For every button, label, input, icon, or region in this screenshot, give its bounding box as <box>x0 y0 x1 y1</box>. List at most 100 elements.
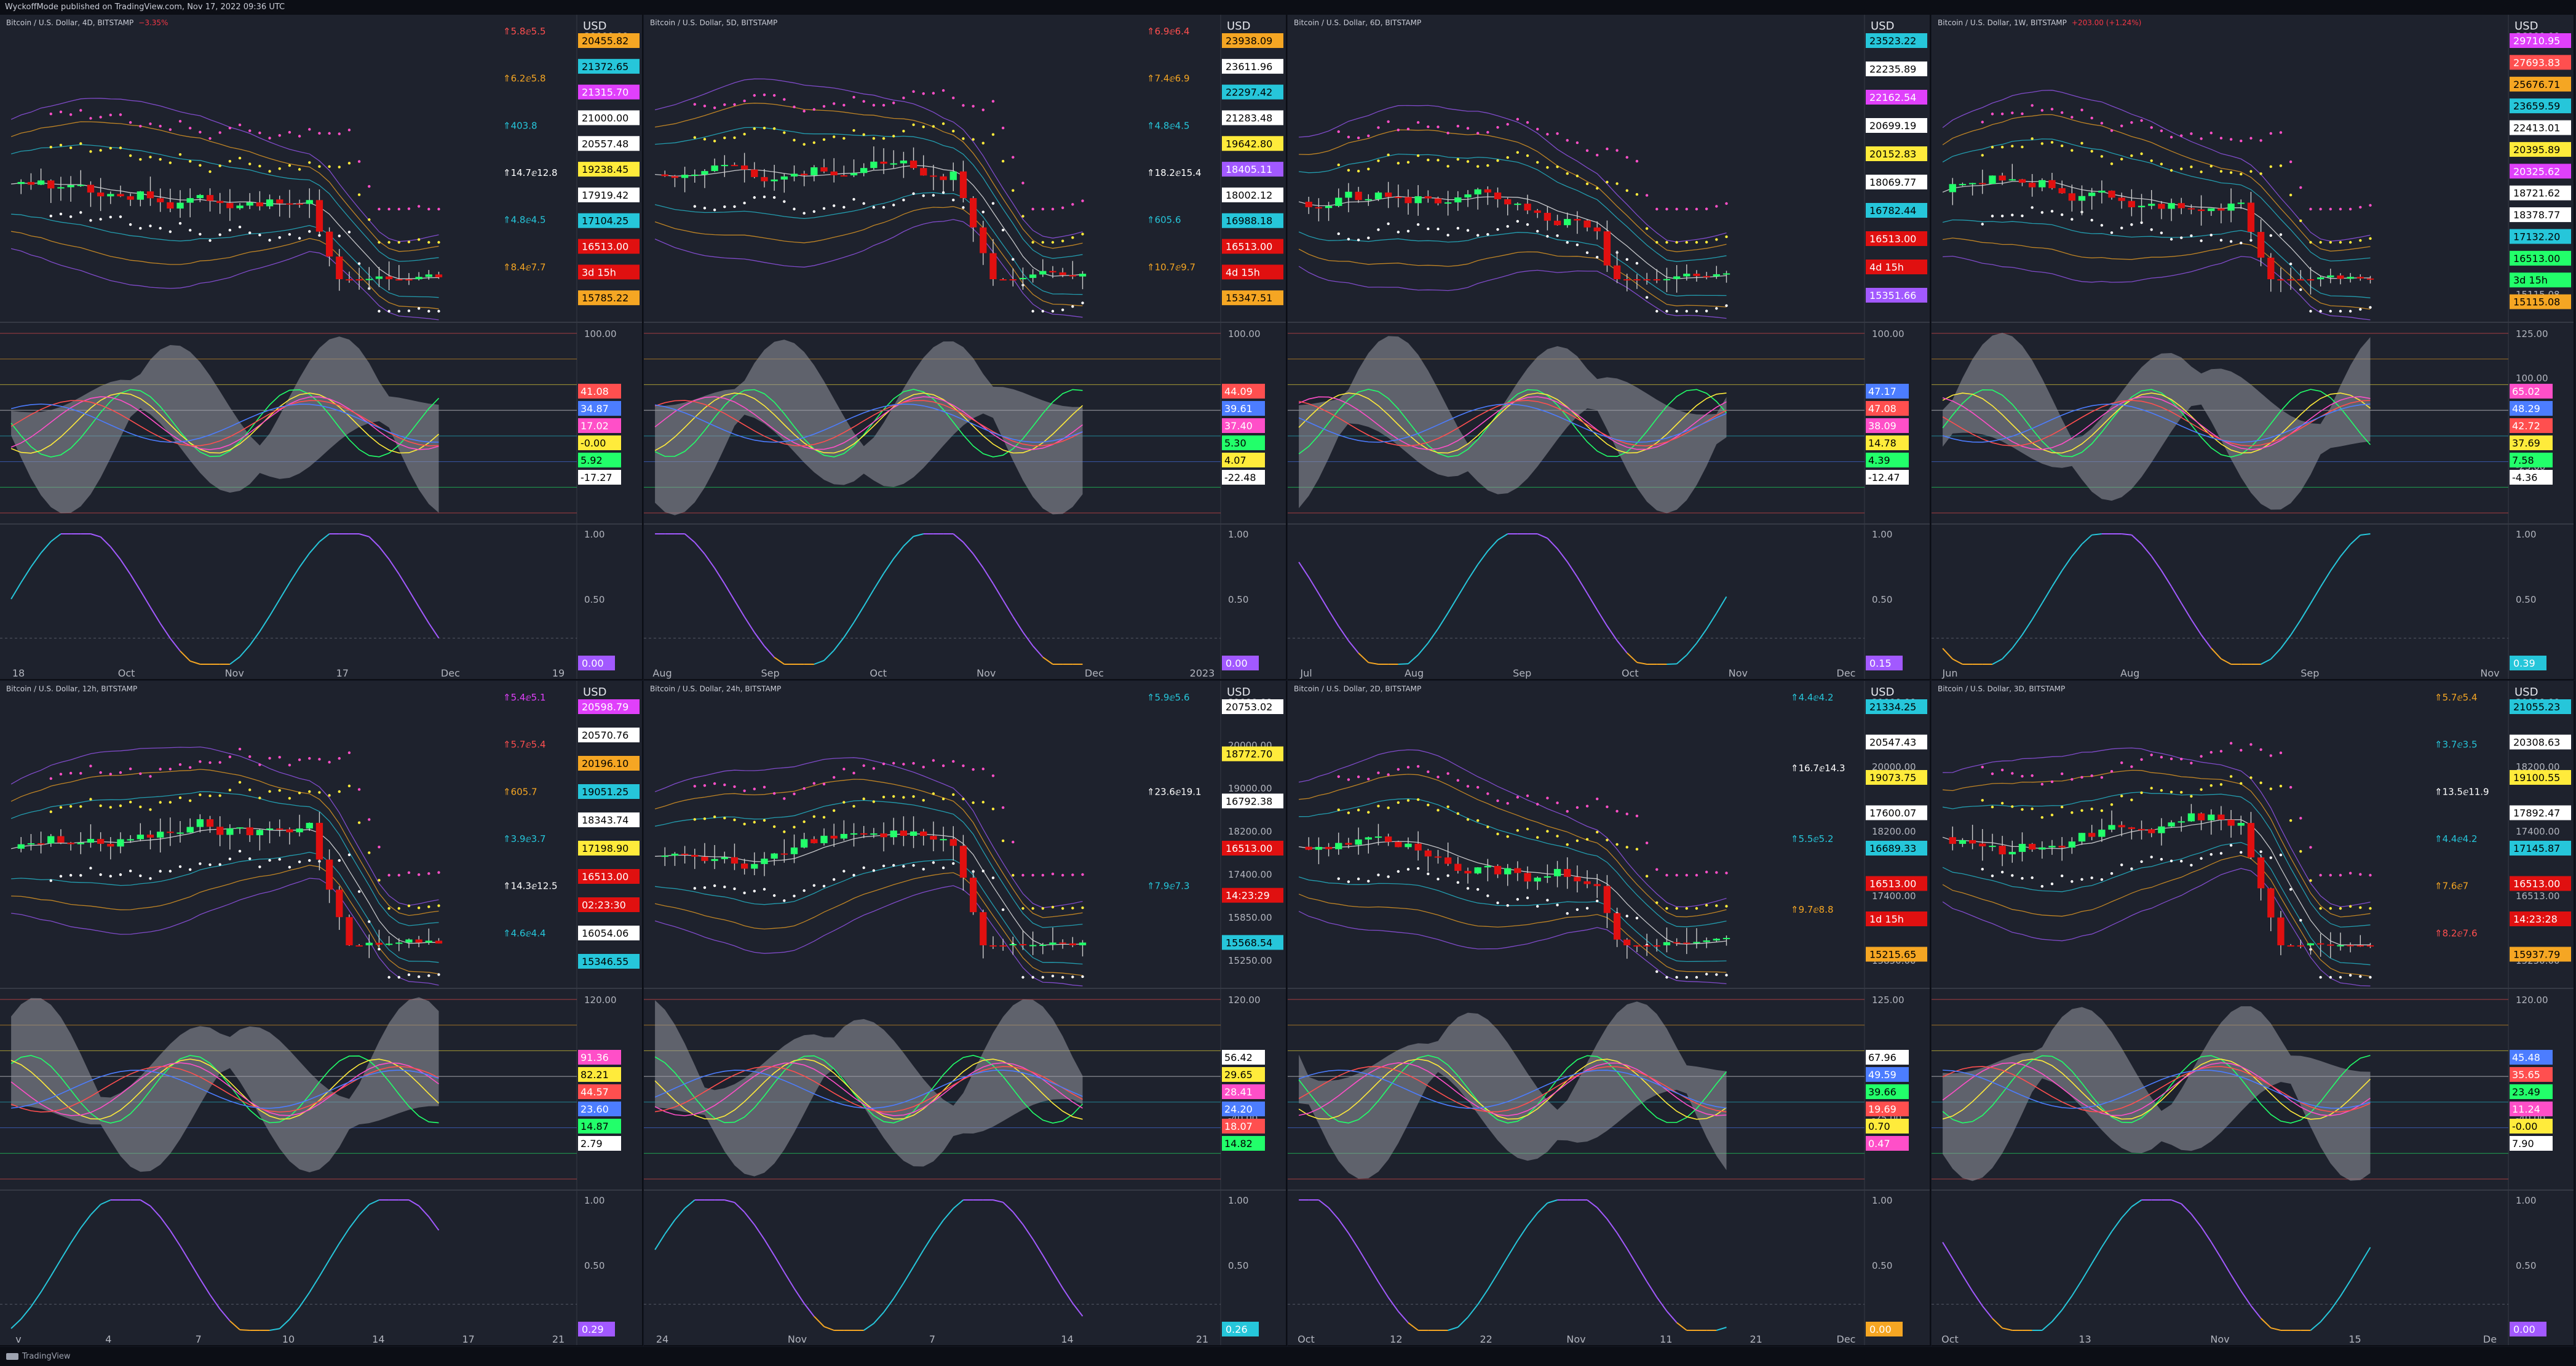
sar-dot <box>69 113 73 116</box>
price-label-box <box>1222 239 1283 254</box>
sub-line-segment <box>1626 1248 1638 1266</box>
chart-panel[interactable]: Bitcoin / U.S. Dollar, 12h, BITSTAMP USD 2… <box>0 681 643 1346</box>
sar-dot <box>892 864 895 867</box>
sar-dot <box>872 869 876 872</box>
candle <box>196 819 204 827</box>
chart-panel[interactable]: Bitcoin / U.S. Dollar, 1W, BITSTAMP +203.… <box>1932 15 2575 680</box>
sar-dot <box>1071 873 1074 876</box>
candle <box>671 854 679 856</box>
sar-dot <box>2229 240 2233 243</box>
candle <box>336 889 343 918</box>
price-label-box <box>1222 793 1283 809</box>
osc-line <box>10 1055 439 1124</box>
candle <box>761 177 768 181</box>
osc-label: -22.48 <box>1224 472 1256 483</box>
candle <box>1703 940 1710 942</box>
sub-line-segment <box>1972 1290 1983 1306</box>
sar-dot <box>1556 132 1559 135</box>
band-value-label: ⇑4.8ⅇ4.5 <box>503 215 546 226</box>
candle <box>2307 943 2315 945</box>
sar-dot <box>932 792 935 795</box>
sar-dot <box>2209 784 2213 787</box>
sar-dot <box>872 103 876 107</box>
sar-dot <box>2348 872 2352 875</box>
sar-dot <box>2000 768 2004 772</box>
sub-line-segment <box>793 1288 805 1304</box>
price-label-box <box>1222 699 1283 714</box>
candle <box>2277 279 2285 280</box>
candle <box>1395 197 1402 199</box>
candle <box>1959 184 1967 186</box>
candle <box>176 832 184 834</box>
candle <box>1989 846 1996 848</box>
sar-dot <box>922 125 925 129</box>
chart-panel[interactable]: Bitcoin / U.S. Dollar, 4D, BITSTAMP −3.35… <box>0 15 643 680</box>
sar-dot <box>693 136 696 139</box>
sub-line-segment <box>2340 544 2351 557</box>
chart-panel[interactable]: Bitcoin / U.S. Dollar, 24h, BITSTAMP USD 2… <box>644 681 1287 1346</box>
sar-dot <box>1347 135 1350 139</box>
price-label-box <box>2510 207 2571 223</box>
osc-label: 28.41 <box>1224 1086 1253 1098</box>
sar-dot <box>1012 189 1015 192</box>
candle <box>415 939 422 943</box>
sar-dot <box>1715 238 1718 241</box>
sub-line-segment <box>1497 1256 1508 1274</box>
price-label-box <box>1866 146 1927 161</box>
candle <box>1059 272 1066 276</box>
x-axis-tick: v <box>15 1333 21 1345</box>
sar-dot <box>49 112 52 116</box>
sar-dot <box>2000 214 2004 218</box>
sar-dot <box>328 794 331 797</box>
sar-dot <box>753 889 756 892</box>
osc-label-box <box>578 470 621 485</box>
sar-dot <box>723 816 726 820</box>
sar-dot <box>1625 846 1628 849</box>
chart-panel[interactable]: Bitcoin / U.S. Dollar, 3D, BITSTAMPUSD20… <box>1932 681 2575 1346</box>
osc-label-box <box>2510 384 2553 399</box>
sar-dot <box>1456 881 1460 884</box>
sar-dot <box>2090 774 2093 777</box>
band-line <box>1298 231 1727 296</box>
sar-dot <box>139 805 142 809</box>
footer-brand: TradingView <box>22 1352 71 1361</box>
sar-dot <box>1655 240 1659 244</box>
sub-line-segment <box>2250 1305 2262 1319</box>
osc-envelope <box>655 999 1083 1177</box>
band-line <box>1298 911 1727 985</box>
sub-line-segment <box>269 598 280 616</box>
sar-dot <box>149 224 152 228</box>
sar-dot <box>1645 296 1649 299</box>
sar-dot <box>2011 772 2014 775</box>
sar-dot <box>2060 213 2064 216</box>
x-axis-tick: Oct <box>1622 667 1639 679</box>
sub-line-segment <box>1706 613 1718 630</box>
candle <box>721 857 728 859</box>
sar-dot <box>713 140 716 143</box>
chart-panel[interactable]: Bitcoin / U.S. Dollar, 2D, BITSTAMPUSD21… <box>1288 681 1931 1346</box>
sar-dot <box>793 105 796 109</box>
osc-line <box>654 1062 1083 1116</box>
sar-dot <box>2090 116 2093 120</box>
chart-panel[interactable]: Bitcoin / U.S. Dollar, 5D, BITSTAMP USD 23… <box>644 15 1287 680</box>
sar-dot <box>368 920 371 923</box>
sar-dot <box>1021 907 1024 910</box>
sar-dot <box>991 774 995 777</box>
sar-dot <box>1416 154 1420 157</box>
chart-panel[interactable]: Bitcoin / U.S. Dollar, 6D, BITSTAMP USD 23… <box>1288 15 1931 680</box>
sub-line-segment <box>319 533 330 542</box>
sub-line-segment <box>1318 1199 1330 1209</box>
candle <box>415 277 422 279</box>
candle <box>355 279 363 280</box>
price-label: 21000.00 <box>582 112 628 124</box>
sar-dot <box>378 947 381 951</box>
candle <box>1029 274 1037 278</box>
sar-dot <box>1486 825 1489 828</box>
candle <box>1345 843 1352 845</box>
sar-dot <box>1476 132 1480 135</box>
sar-dot <box>763 888 766 891</box>
price-label-box <box>1222 746 1283 761</box>
candle <box>405 939 413 943</box>
sar-dot <box>2209 751 2213 754</box>
sub-line-segment <box>1517 1225 1528 1241</box>
